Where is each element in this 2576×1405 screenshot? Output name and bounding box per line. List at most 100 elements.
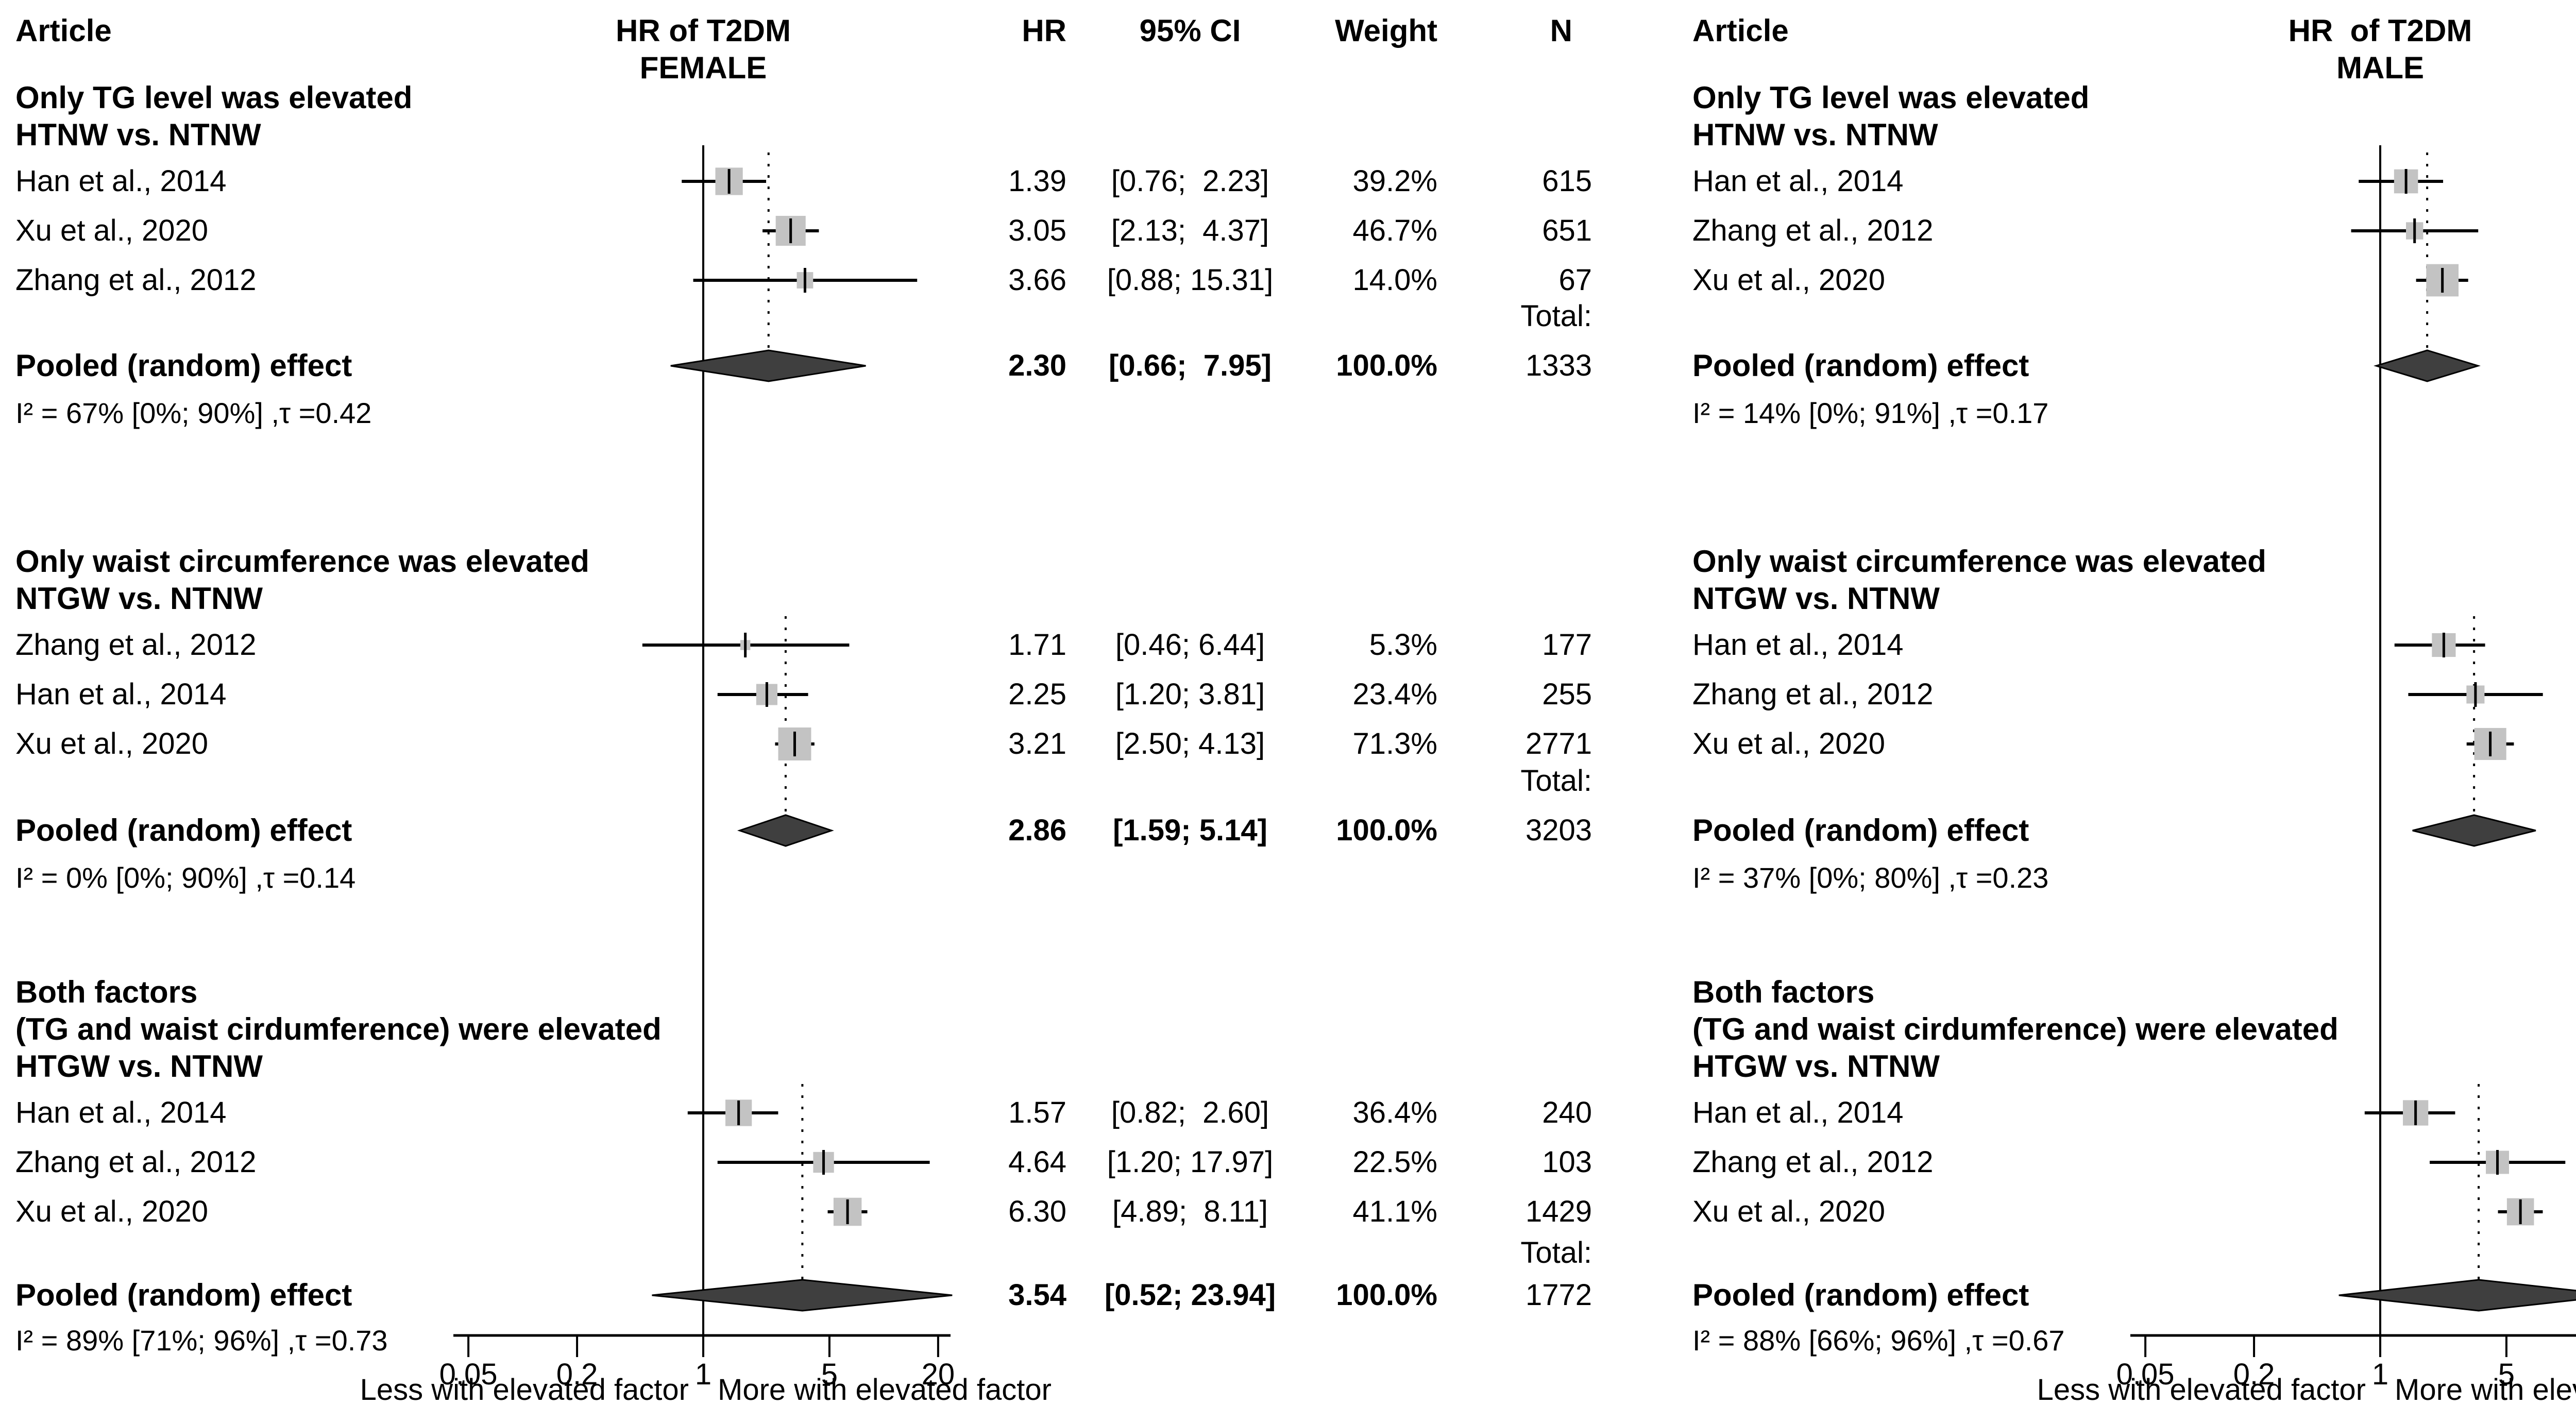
study-n: 255 — [1542, 678, 1592, 711]
group-heading: Only TG level was elevated — [15, 80, 413, 115]
group-heading: (TG and waist cirdumference) were elevat… — [1692, 1012, 2338, 1046]
pooled-label: Pooled (random) effect — [1692, 813, 2029, 848]
x-axis-tick-label: 5 — [2498, 1358, 2515, 1391]
study-article: Xu et al., 2020 — [1692, 727, 1886, 760]
col-header-ci: 95% CI — [1139, 13, 1241, 48]
study-ci: [1.20; 3.81] — [1115, 678, 1265, 711]
pooled-ci: [1.59; 5.14] — [1113, 814, 1267, 847]
pooled-ci: [0.52; 23.94] — [1104, 1278, 1276, 1312]
pooled-weight: 100.0% — [1336, 349, 1437, 382]
study-article: Han et al., 2014 — [1692, 1096, 1904, 1129]
pooled-n: 1333 — [1525, 349, 1592, 382]
total-label: Total: — [1520, 299, 1592, 333]
study-hr: 3.05 — [1008, 214, 1066, 247]
study-article: Xu et al., 2020 — [1692, 1195, 1886, 1228]
pooled-n: 1772 — [1525, 1278, 1592, 1312]
heterogeneity-stats: I² = 14% [0%; 91%] ,τ =0.17 — [1692, 397, 2049, 429]
study-n: 67 — [1558, 263, 1592, 297]
study-article: Han et al., 2014 — [15, 1096, 227, 1129]
study-hr: 1.57 — [1008, 1096, 1066, 1129]
x-axis-tick-label: 5 — [821, 1358, 838, 1391]
group-heading: Only waist circumference was elevated — [1692, 544, 2266, 579]
pooled-diamond — [652, 1279, 953, 1312]
study-hr: 3.21 — [1008, 727, 1066, 760]
study-article: Zhang et al., 2012 — [1692, 214, 1934, 247]
x-axis-right-label: More with elevated factor — [718, 1373, 1052, 1405]
study-ci: [0.82; 2.60] — [1111, 1096, 1269, 1129]
study-ci: [0.76; 2.23] — [1111, 164, 1269, 198]
group-heading: (TG and waist cirdumference) were elevat… — [15, 1012, 662, 1046]
study-n: 177 — [1542, 628, 1592, 662]
pooled-n: 3203 — [1525, 814, 1592, 847]
heterogeneity-stats: I² = 67% [0%; 90%] ,τ =0.42 — [15, 397, 372, 429]
group-heading: NTGW vs. NTNW — [15, 581, 263, 616]
group-heading: Only waist circumference was elevated — [15, 544, 589, 579]
pooled-weight: 100.0% — [1336, 814, 1437, 847]
pooled-label: Pooled (random) effect — [15, 1278, 352, 1312]
study-weight: 5.3% — [1369, 628, 1437, 662]
pooled-ci: [0.66; 7.95] — [1109, 349, 1272, 382]
study-article: Xu et al., 2020 — [15, 1195, 209, 1228]
study-weight: 41.1% — [1352, 1195, 1437, 1228]
study-article: Zhang et al., 2012 — [15, 263, 257, 297]
study-hr: 4.64 — [1008, 1145, 1066, 1179]
col-header-hr: HR — [1022, 13, 1066, 48]
study-article: Xu et al., 2020 — [15, 214, 209, 247]
pooled-label: Pooled (random) effect — [1692, 1278, 2029, 1312]
pooled-hr: 3.54 — [1008, 1278, 1066, 1312]
heterogeneity-stats: I² = 89% [71%; 96%] ,τ =0.73 — [15, 1324, 388, 1357]
study-article: Han et al., 2014 — [15, 164, 227, 198]
study-weight: 46.7% — [1352, 214, 1437, 247]
study-n: 651 — [1542, 214, 1592, 247]
pooled-diamond — [2338, 1279, 2576, 1312]
study-ci: [2.50; 4.13] — [1115, 727, 1265, 760]
study-article: Zhang et al., 2012 — [1692, 678, 1934, 711]
x-axis-right-label: More with elevated factor — [2395, 1373, 2576, 1405]
total-label: Total: — [1520, 764, 1592, 798]
study-ci: [0.46; 6.44] — [1115, 628, 1265, 662]
pooled-diamond — [2412, 814, 2536, 847]
group-heading: HTNW vs. NTNW — [15, 117, 261, 152]
pooled-hr: 2.86 — [1008, 814, 1066, 847]
x-axis-left-label: Less with elevated factor — [360, 1373, 689, 1405]
study-article: Han et al., 2014 — [1692, 164, 1904, 198]
x-axis-left-label: Less with elevated factor — [2037, 1373, 2366, 1405]
study-ci: [1.20; 17.97] — [1107, 1145, 1274, 1179]
panel-subtitle: FEMALE — [639, 50, 767, 85]
study-hr: 3.66 — [1008, 263, 1066, 297]
study-article: Zhang et al., 2012 — [1692, 1145, 1934, 1179]
study-article: Zhang et al., 2012 — [15, 628, 257, 662]
pooled-label: Pooled (random) effect — [1692, 348, 2029, 383]
group-heading: HTGW vs. NTNW — [15, 1049, 263, 1084]
total-label: Total: — [1520, 1236, 1592, 1269]
group-heading: Only TG level was elevated — [1692, 80, 2090, 115]
heterogeneity-stats: I² = 88% [66%; 96%] ,τ =0.67 — [1692, 1324, 2065, 1357]
study-n: 615 — [1542, 164, 1592, 198]
panel-subtitle: MALE — [2336, 50, 2424, 85]
group-heading: NTGW vs. NTNW — [1692, 581, 1940, 616]
study-weight: 22.5% — [1352, 1145, 1437, 1179]
study-ci: [0.88; 15.31] — [1107, 263, 1274, 297]
study-n: 2771 — [1525, 727, 1592, 760]
x-axis-tick-label: 0.2 — [556, 1358, 598, 1391]
study-n: 240 — [1542, 1096, 1592, 1129]
study-article: Xu et al., 2020 — [1692, 263, 1886, 297]
x-axis-tick-label: 0.05 — [439, 1358, 498, 1391]
heterogeneity-stats: I² = 0% [0%; 90%] ,τ =0.14 — [15, 861, 356, 894]
study-hr: 6.30 — [1008, 1195, 1066, 1228]
pooled-label: Pooled (random) effect — [15, 348, 352, 383]
x-axis-tick-label: 1 — [694, 1358, 712, 1391]
group-heading: HTNW vs. NTNW — [1692, 117, 1938, 152]
study-hr: 1.71 — [1008, 628, 1066, 662]
pooled-label: Pooled (random) effect — [15, 813, 352, 848]
group-heading: Both factors — [15, 975, 198, 1009]
col-header-n: N — [1550, 13, 1572, 48]
col-header-article: Article — [1692, 13, 1789, 48]
pooled-diamond — [2374, 349, 2481, 382]
study-ci: [2.13; 4.37] — [1111, 214, 1269, 247]
pooled-diamond — [670, 349, 866, 382]
pooled-diamond — [737, 814, 834, 847]
study-article: Han et al., 2014 — [1692, 628, 1904, 662]
study-ci: [4.89; 8.11] — [1112, 1195, 1268, 1228]
